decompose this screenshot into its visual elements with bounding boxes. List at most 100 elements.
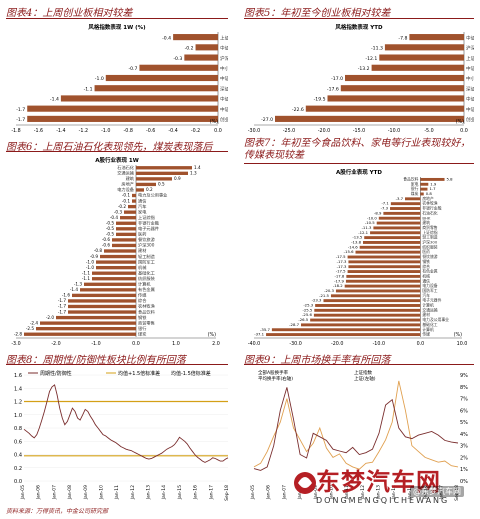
tick-label: 10.0: [457, 341, 468, 347]
bar: [136, 182, 156, 187]
bar: [27, 115, 218, 122]
category-label: 汽车: [138, 203, 146, 210]
tick-label: Jan-05: [250, 485, 256, 500]
bar: [132, 199, 136, 203]
bar: [92, 277, 136, 281]
bar: [335, 289, 421, 293]
bar: [112, 243, 136, 248]
tick-label: 5%: [460, 420, 468, 426]
data-label: -28.7: [289, 322, 299, 327]
data-label: -7.3: [381, 206, 389, 211]
tick-label: Jan-12: [130, 485, 136, 500]
data-label: -1.0: [86, 259, 95, 264]
bar: [310, 318, 421, 322]
tick-label: Jan-05: [20, 485, 26, 500]
data-label: -17.3: [337, 264, 347, 269]
fig7-chart: A股行业表现 YTD 5.8 食品饮料 1.9 家电 1.7 银行 0.8 煤炭 -3.7 房地产 -…: [248, 168, 468, 347]
data-label: -2.4: [30, 320, 39, 325]
tick-label: 1.2: [14, 400, 22, 406]
bar: [136, 166, 192, 170]
data-label: -23.3: [312, 298, 322, 303]
category-label: 汽车: [422, 293, 430, 298]
data-label: -0.5: [106, 226, 115, 231]
tick-label: 0.2: [14, 466, 22, 472]
category-label: 深证成指: [220, 85, 228, 92]
data-label: -13.8: [351, 240, 361, 245]
category-label: 建筑: [422, 220, 430, 225]
category-label: 有色金属: [422, 269, 437, 274]
bar: [173, 34, 218, 41]
category-label: 中证800: [466, 65, 474, 72]
bar: [420, 182, 429, 186]
bar: [136, 177, 172, 181]
data-label: -0.6: [102, 243, 111, 248]
legend-label: 上证(左轴): [354, 375, 376, 382]
category-label: 机械: [422, 273, 430, 278]
bar: [370, 231, 421, 235]
tick-label: -40.0: [248, 341, 260, 347]
bar: [72, 293, 136, 298]
category-label: 通信: [422, 278, 430, 283]
bar: [315, 304, 421, 307]
bar: [92, 271, 136, 275]
category-label: 纺织服装: [422, 244, 437, 249]
tick-label: -0.2: [191, 128, 200, 134]
data-label: -13.5: [352, 235, 362, 240]
category-label: 沪深300: [466, 45, 474, 52]
source-note: 资料来源：万得资讯，中金公司研究部: [6, 508, 109, 515]
bar: [323, 299, 421, 303]
chart-title: 风格指数表现 1W (%): [88, 23, 146, 31]
unit-label: (%): [454, 332, 462, 338]
fig6-caption: 图表6：上周石油石化表现领先，煤炭表现落后: [6, 142, 213, 153]
data-label: -7.1: [381, 201, 389, 206]
tick-label: Jan-16: [423, 485, 429, 500]
tick-label: 9%: [460, 373, 468, 379]
data-label: -1.0: [86, 265, 95, 270]
category-label: 交通运输: [117, 170, 135, 177]
category-label: 计算机: [138, 281, 151, 288]
tick-label: -1.0: [101, 128, 110, 134]
tick-label: Sep-18: [224, 485, 230, 501]
tick-label: 0.0: [417, 341, 425, 347]
category-label: 基础化工: [422, 322, 437, 327]
data-label: -10.5: [365, 220, 375, 225]
bar: [409, 34, 464, 41]
category-label: 餐饮旅游: [422, 254, 437, 259]
tick-label: 7%: [460, 397, 468, 403]
category-label: 上证综指: [422, 230, 437, 235]
tick-label: 2.0: [212, 341, 220, 347]
category-label: 上证综指: [220, 34, 228, 41]
category-label: 综合: [138, 297, 147, 304]
tick-label: 0.0: [460, 128, 468, 134]
bar: [344, 284, 421, 288]
category-label: 沪深300: [220, 55, 228, 62]
watermark-en: DONGMENGQICHEWANG: [316, 496, 450, 505]
bar: [68, 310, 136, 314]
category-label: 非银行金融: [422, 206, 441, 211]
bar: [139, 64, 218, 71]
tick-label: Jan-13: [146, 485, 152, 500]
bar: [390, 207, 421, 210]
category-label: 家电: [411, 181, 419, 186]
category-label: 非银行金融: [138, 219, 160, 226]
tick-label: 0.0: [132, 341, 140, 347]
tick-label: -0.8: [124, 128, 133, 134]
data-label: -0.5: [106, 220, 115, 225]
data-label: -0.5: [106, 232, 115, 237]
bar: [105, 74, 218, 82]
fig5-caption: 图表5：年初至今创业板相对较差: [244, 8, 391, 19]
category-label: 石油石化: [117, 164, 135, 171]
bar: [104, 249, 136, 253]
data-label: -12.1: [365, 56, 377, 62]
bar: [116, 227, 136, 231]
data-label: -11.3: [362, 225, 372, 230]
tick-label: Sep-18: [454, 485, 460, 501]
tick-label: -5.0: [424, 128, 433, 134]
unit-label: (%): [210, 119, 218, 125]
category-label: 创业板指: [466, 116, 474, 123]
bar: [362, 241, 421, 244]
category-label: 电力及公用事业: [138, 192, 167, 199]
category-label: 商贸零售: [422, 225, 437, 230]
data-label: -0.9: [90, 254, 99, 259]
bar: [132, 193, 136, 198]
